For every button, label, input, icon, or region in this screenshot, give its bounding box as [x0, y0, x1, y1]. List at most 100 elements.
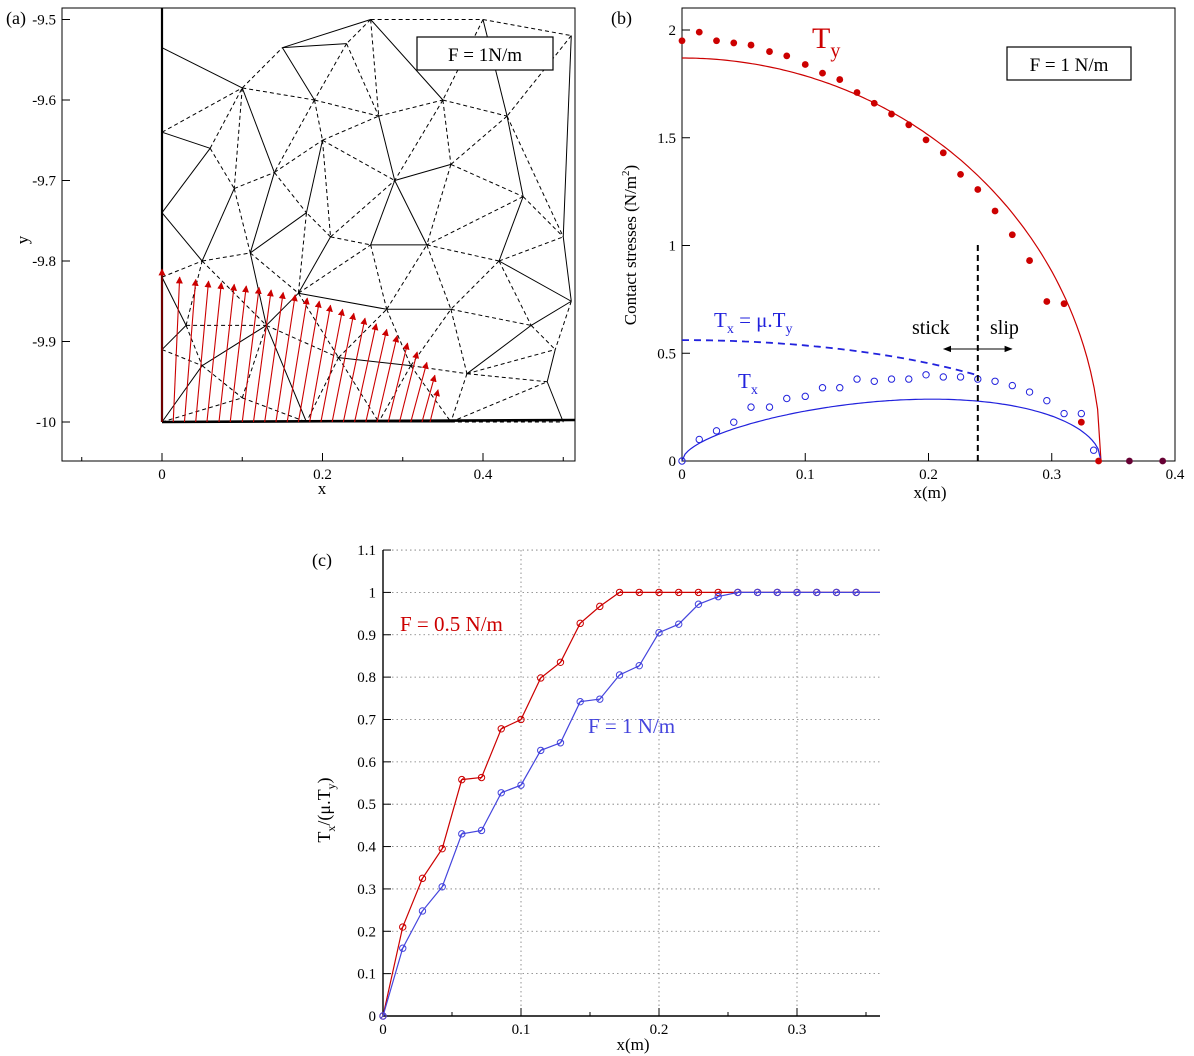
panel-c-data-point [438, 883, 446, 891]
tx-data-point [1060, 409, 1068, 418]
ty-data-point [713, 37, 720, 45]
mesh-edge [233, 188, 251, 254]
panel-c-data-point [694, 600, 703, 608]
panel-a-annotation-box: F = 1N/m [416, 36, 554, 71]
traction-vector [387, 342, 410, 423]
tx-data-point [1077, 409, 1086, 418]
panel-b-y-axis-title: Contact stresses (N/m2) [620, 165, 640, 325]
mesh-edge [370, 19, 380, 117]
panel-c-data-point [714, 588, 722, 597]
mesh-edge [242, 87, 315, 101]
mesh-edge [297, 236, 331, 294]
ty-data-point [922, 136, 930, 144]
panel-b-annotation-box: F = 1 N/m [1006, 46, 1132, 81]
traction-vector [365, 328, 389, 423]
panel-c-data-point-slash [676, 621, 682, 627]
mesh-edge [546, 381, 564, 423]
mesh-edge [313, 99, 323, 141]
panel-b-label-tx: Tx [738, 369, 758, 398]
traction-vector [297, 300, 322, 423]
traction-vector [252, 289, 274, 423]
mesh-edge [161, 276, 187, 326]
panel-c-data-point-slash [479, 775, 484, 780]
ty-data-point [836, 76, 844, 83]
panel-c-data-point [576, 697, 584, 706]
panel-c-data-point-slash [380, 1013, 386, 1019]
panel-c-data-point-slash [518, 782, 524, 788]
mesh-edge [305, 140, 323, 213]
panel-c-data-point [517, 715, 525, 724]
mesh-edge [442, 99, 452, 165]
panel-a-x-tick-label: 0.4 [474, 467, 493, 483]
panel-c-x-axis-title: x(m) [616, 1035, 649, 1054]
tx-data-point [956, 373, 965, 381]
panel-c-data-point [694, 588, 703, 597]
mesh-edge [249, 172, 275, 254]
panel-c-data-point [556, 739, 565, 747]
mesh-edge [201, 260, 267, 326]
mesh-edge [386, 244, 428, 310]
mesh-edge [241, 325, 267, 399]
panel-c-data-point [379, 1012, 387, 1020]
panel-c-x-tick-label: 0 [379, 1022, 387, 1038]
tx-data-point [991, 377, 999, 385]
panel-c-data-point-slash [498, 790, 504, 796]
mesh-edge [161, 260, 203, 278]
ty-data-point [853, 89, 861, 96]
mesh-edge [498, 260, 572, 302]
ty-data-point [783, 52, 791, 60]
mesh-edge [266, 324, 339, 359]
ty-data-point [939, 149, 947, 157]
panel-c-data-point [576, 619, 584, 628]
ty-data-point [1043, 298, 1051, 305]
tx-data-point [1008, 381, 1017, 390]
mesh-edge [241, 47, 283, 89]
traction-vector [399, 351, 420, 423]
tx-data-point [1089, 446, 1098, 454]
mesh-edge [298, 244, 371, 294]
panel-c-data-point-slash [558, 740, 563, 746]
panel-c: (c) 0 0.1 0.2 0.300.10.20.30.40.50.60.70.80… [312, 543, 880, 1054]
mesh-edge [450, 115, 508, 165]
mesh-edge [530, 325, 556, 350]
panel-a-vectors [158, 268, 440, 423]
panel-c-x-tick-label: 0.2 [650, 1022, 669, 1038]
panel-c-axes: 0 0.1 0.2 0.3 0 0.1 0.2 0.3 0.4 0.5 0.6 0.7 0.8 0.9 1 1… [357, 543, 880, 1038]
tx-data-point [747, 403, 755, 411]
panel-c-data-point-slash [735, 590, 741, 595]
panel-c-data-point [714, 592, 722, 601]
mesh-edge [426, 244, 500, 262]
tx-data-point [695, 435, 703, 444]
mesh-edge [370, 180, 396, 246]
panel-c-data-point [635, 588, 643, 597]
mesh-edge [161, 349, 203, 367]
mesh-edge [265, 325, 307, 423]
panel-c-y-tick-label: 0.2 [357, 924, 376, 940]
mesh-edge [450, 260, 500, 310]
panel-c-data-point-slash [577, 699, 583, 705]
panel-c-y-tick-label: 0.6 [357, 755, 376, 771]
panel-a-y-axis-title: y [13, 235, 32, 244]
tx-data-point [939, 373, 947, 381]
tx-data-point [1025, 388, 1034, 396]
panel-c-data-point [418, 907, 427, 915]
panel-c-data-point [497, 725, 505, 733]
panel-c-y-axis-title: Tx/(μ.Ty) [314, 777, 338, 842]
mesh-edge [562, 35, 572, 237]
panel-a-y-tick-label: -9.9 [32, 335, 56, 351]
panel-c-data-point-slash [814, 590, 820, 595]
panel-b-x-tick-label: 0.2 [919, 467, 938, 483]
mesh-edge [338, 357, 380, 423]
ty-data-point [1095, 457, 1102, 465]
tx-data-point [765, 403, 774, 411]
mesh-edge [161, 131, 211, 149]
panel-c-data-point [399, 944, 407, 952]
panel-c-data-point-slash [538, 748, 544, 753]
mesh-edge [378, 99, 443, 117]
panel-c-data-point [458, 775, 466, 784]
traction-vector [410, 361, 429, 423]
panel-b-y-tick-label: 0.5 [657, 346, 676, 362]
panel-c-data-point [596, 695, 604, 703]
mesh-edge [249, 252, 299, 294]
